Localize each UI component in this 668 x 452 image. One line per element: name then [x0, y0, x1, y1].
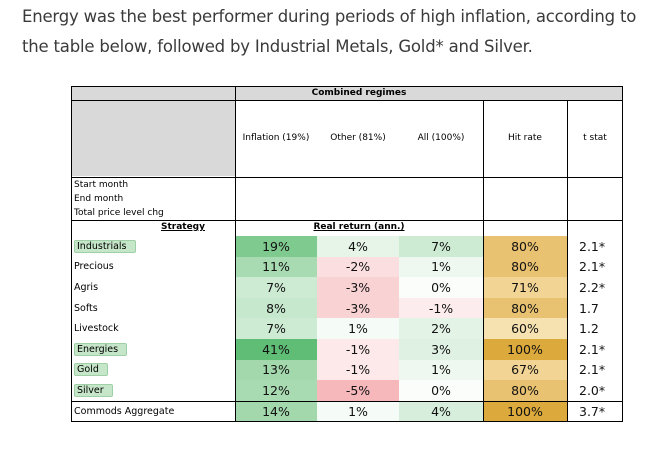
meta-total-price-chg: Total price level chg: [74, 208, 164, 218]
cell-all: 0%: [399, 277, 483, 298]
cell-other: -3%: [317, 277, 399, 298]
row-label-text: Agris: [74, 281, 99, 293]
row-label-text: Energies: [74, 342, 128, 356]
grid-line: [567, 100, 568, 422]
row-label: Livestock: [71, 318, 235, 339]
row-label-text: Precious: [74, 261, 114, 273]
row-label-text: Gold: [74, 363, 108, 377]
strategy-header: Strategy: [71, 221, 235, 233]
cell-hit: 71%: [483, 277, 567, 298]
row-label-text: Industrials: [74, 239, 136, 253]
cell-inflation: 12%: [235, 380, 317, 401]
row-label: Softs: [71, 298, 235, 319]
cell-inflation: 11%: [235, 256, 317, 278]
cell-t-stat: 2.1*: [579, 341, 606, 357]
cell-all: 4%: [399, 400, 483, 422]
cell-t-stat: 2.2*: [579, 279, 606, 295]
col-header-t-stat: t stat: [583, 133, 607, 143]
table-top-band: [71, 86, 623, 100]
cell-hit: 80%: [483, 256, 567, 278]
cell-all: 1%: [399, 256, 483, 278]
cell-hit: 80%: [483, 236, 567, 257]
cell-hit: 80%: [483, 380, 567, 401]
cell-t-stat: 1.2: [579, 321, 599, 337]
row-label-text: Softs: [74, 302, 98, 314]
real-return-header: Real return (ann.): [235, 221, 483, 233]
grid-line: [71, 86, 623, 87]
cell-other: 1%: [317, 318, 399, 339]
cell-other: -3%: [317, 297, 399, 319]
cell-t-stat: 2.0*: [579, 382, 606, 398]
cell-all: 1%: [399, 359, 483, 381]
cell-inflation: 13%: [235, 359, 317, 381]
cell-other: -1%: [317, 359, 399, 381]
grid-line: [71, 177, 623, 178]
grid-line: [483, 100, 484, 422]
cell-all: 2%: [399, 318, 483, 339]
cell-t-stat: 2.1*: [579, 238, 606, 254]
cell-hit: 60%: [483, 318, 567, 339]
cell-other: -2%: [317, 256, 399, 278]
cell-hit: 80%: [483, 297, 567, 319]
cell-t-stat: 2.1*: [579, 362, 606, 378]
cell-other: 4%: [317, 236, 399, 257]
cell-inflation: 7%: [235, 277, 317, 298]
strategy-header-text: Strategy: [160, 222, 205, 232]
cell-hit: 100%: [483, 339, 567, 360]
grid-line: [71, 421, 623, 422]
col-header-other: Other (81%): [330, 133, 386, 143]
cell-other: -5%: [317, 380, 399, 401]
row-label-text: Commods Aggregate: [74, 405, 175, 417]
cell-t-stat: 2.1*: [579, 259, 606, 275]
cell-all: -1%: [399, 297, 483, 319]
grid-line: [71, 86, 72, 422]
cell-inflation: 19%: [235, 236, 317, 257]
intro-paragraph: Energy was the best performer during per…: [22, 7, 637, 56]
cell-t-stat: 3.7*: [579, 403, 606, 419]
cell-all: 7%: [399, 236, 483, 257]
col-header-all: All (100%): [417, 133, 465, 143]
cell-other: 1%: [317, 400, 399, 422]
grid-line: [71, 401, 623, 402]
row-label: Gold: [71, 360, 235, 381]
row-label-text: Livestock: [74, 323, 119, 335]
cell-other: -1%: [317, 339, 399, 360]
group-header: Combined regimes: [311, 88, 407, 98]
grid-line: [71, 220, 623, 221]
cell-inflation: 8%: [235, 297, 317, 319]
cell-inflation: 7%: [235, 318, 317, 339]
cell-inflation: 14%: [235, 400, 317, 422]
cell-t-stat: 1.7: [579, 300, 599, 316]
row-label: Precious: [71, 257, 235, 278]
row-label: Silver: [71, 380, 235, 401]
header-left-block: [71, 100, 235, 176]
row-label: Agris: [71, 277, 235, 298]
cell-hit: 67%: [483, 359, 567, 381]
row-label: Energies: [71, 339, 235, 360]
cell-inflation: 41%: [235, 339, 317, 360]
col-header-inflation: Inflation (19%): [242, 133, 310, 143]
real-return-header-text: Real return (ann.): [313, 222, 405, 232]
col-header-hit-rate: Hit rate: [508, 133, 542, 143]
returns-table: Combined regimes Inflation (19%) Other (…: [71, 86, 623, 422]
grid-line: [235, 86, 236, 422]
cell-hit: 100%: [483, 400, 567, 422]
cell-all: 0%: [399, 380, 483, 401]
row-label: Industrials: [71, 236, 235, 257]
grid-line: [71, 100, 623, 101]
row-label: Commods Aggregate: [71, 401, 235, 422]
meta-start-month: Start month: [74, 180, 129, 190]
meta-end-month: End month: [74, 194, 124, 204]
grid-line: [622, 86, 623, 422]
cell-all: 3%: [399, 339, 483, 360]
row-label-text: Silver: [74, 383, 113, 397]
